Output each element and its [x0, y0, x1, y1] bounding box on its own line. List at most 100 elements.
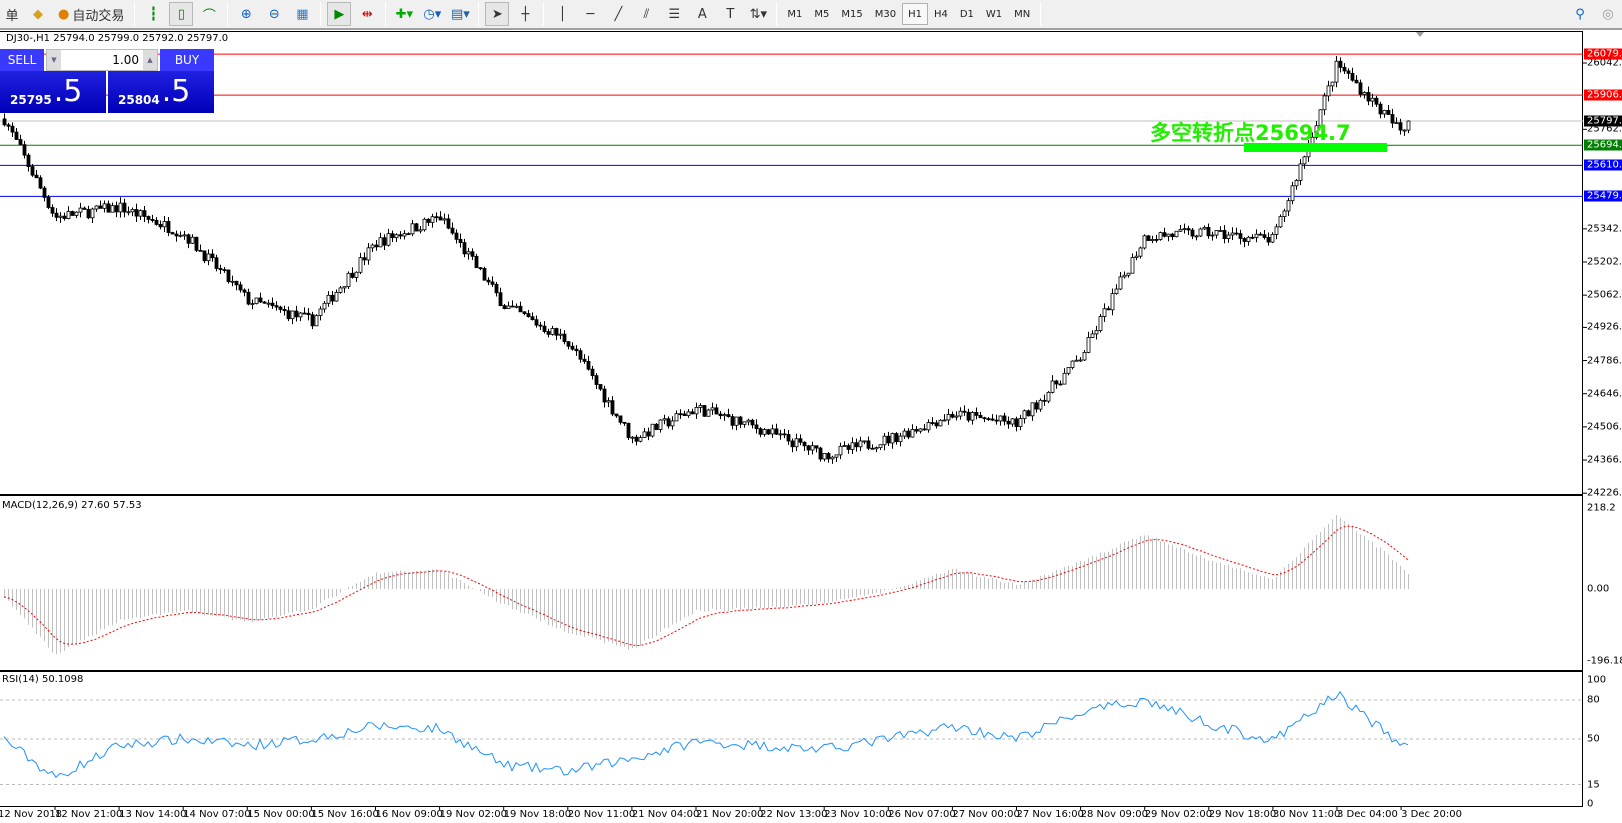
bull-candle: [338, 287, 343, 293]
timeframe-m5[interactable]: M5: [814, 8, 830, 20]
bull-candle: [422, 218, 427, 231]
rsi-axis-label: 100: [1587, 674, 1607, 686]
timeframe-d1[interactable]: D1: [959, 8, 974, 20]
bull-candle: [1330, 81, 1335, 87]
bear-candle: [990, 418, 995, 421]
bear-candle: [14, 131, 19, 140]
bull-candle: [298, 312, 303, 318]
bull-candle: [1290, 185, 1295, 202]
bear-candle: [730, 416, 735, 426]
bear-candle: [374, 244, 379, 248]
cursor-icon[interactable]: ➤: [485, 2, 510, 26]
bear-candle: [198, 249, 203, 252]
bear-candle: [1386, 109, 1391, 115]
text-label-icon[interactable]: T: [726, 6, 735, 22]
bear-candle: [626, 422, 631, 438]
arrows-icon[interactable]: ⇅▾: [749, 6, 768, 22]
bear-candle: [798, 438, 803, 443]
crosshair-icon[interactable]: ┼: [521, 6, 530, 22]
search-icon[interactable]: ⚲: [1575, 6, 1585, 22]
lot-size-stepper[interactable]: ▼ 1.00 ▲: [46, 49, 158, 71]
vertical-line-icon[interactable]: │: [558, 6, 567, 22]
fibo-channel-icon[interactable]: ⫽: [643, 6, 650, 22]
bull-candle: [1118, 276, 1123, 290]
decrease-lot-icon[interactable]: ▼: [47, 50, 61, 70]
gold-bars-icon[interactable]: ◆: [33, 6, 43, 22]
bull-candle: [410, 223, 415, 235]
bear-candle: [262, 301, 267, 304]
bull-candle: [658, 419, 663, 430]
bear-candle: [414, 223, 419, 232]
bull-candle: [118, 202, 123, 213]
timeframe-m1[interactable]: M1: [787, 8, 803, 20]
bar-chart-icon[interactable]: ┇: [149, 6, 158, 22]
bear-candle: [82, 207, 87, 210]
sell-button[interactable]: SELL: [0, 49, 44, 71]
time-axis-label: 22 Nov 13:00: [760, 809, 828, 820]
time-axis-label: 16 Nov 09:00: [375, 809, 443, 820]
bear-candle: [718, 413, 723, 417]
bull-candle: [182, 234, 187, 237]
bear-candle: [350, 272, 355, 278]
tile-windows-icon[interactable]: ▦: [296, 6, 309, 22]
time-axis-label: 15 Nov 16:00: [311, 809, 379, 820]
bear-candle: [42, 187, 47, 198]
zoom-in-icon[interactable]: ⊕: [240, 6, 252, 22]
buy-price-button[interactable]: 25804.5: [108, 71, 214, 113]
increase-lot-icon[interactable]: ▲: [143, 50, 157, 70]
timeframe-h1[interactable]: H1: [902, 3, 928, 25]
timeframe-m15[interactable]: M15: [841, 8, 863, 20]
templates-icon[interactable]: ▤▾: [450, 6, 470, 22]
bull-candle: [550, 328, 555, 335]
periods-clock-icon[interactable]: ◷▾: [423, 6, 442, 22]
lot-size-input[interactable]: 1.00: [112, 53, 139, 67]
bear-candle: [930, 422, 935, 424]
timeframe-h4[interactable]: H4: [933, 8, 948, 20]
time-axis-label: 26 Nov 07:00: [888, 809, 956, 820]
community-icon[interactable]: ◎: [1602, 6, 1614, 22]
timeframe-mn[interactable]: MN: [1014, 8, 1031, 20]
indicators-icon[interactable]: ✚▾: [395, 6, 414, 22]
bull-candle: [314, 315, 319, 327]
bear-candle: [598, 384, 603, 390]
auto-trading-icon: ●: [58, 6, 70, 22]
auto-trading-button[interactable]: ● 自动交易: [54, 2, 128, 26]
line-chart-icon[interactable]: ⌒: [202, 8, 216, 24]
bull-candle: [1210, 234, 1215, 237]
trendline-icon[interactable]: ╱: [614, 6, 623, 22]
bear-candle: [758, 428, 763, 435]
bull-candle: [862, 440, 867, 443]
bear-candle: [98, 205, 103, 209]
bull-candle: [1334, 60, 1339, 83]
horizontal-line-icon[interactable]: ─: [586, 6, 595, 22]
auto-scroll-icon[interactable]: ▶: [327, 2, 352, 26]
timeframe-w1[interactable]: W1: [985, 8, 1003, 20]
bull-candle: [90, 208, 95, 219]
new-order-button[interactable]: 单: [5, 8, 19, 24]
timeframe-m30[interactable]: M30: [874, 8, 897, 20]
bull-candle: [1318, 109, 1323, 127]
text-icon[interactable]: A: [697, 6, 707, 22]
bull-candle: [1294, 180, 1299, 187]
chart-window[interactable]: [0, 31, 1583, 807]
sell-price: 25795: [10, 93, 52, 107]
bull-candle: [1202, 226, 1207, 230]
bear-candle: [1374, 97, 1379, 105]
buy-button[interactable]: BUY: [160, 49, 214, 71]
bull-candle: [1286, 200, 1291, 212]
bull-candle: [1022, 410, 1027, 420]
price-level-label: 25906.2: [1584, 89, 1622, 101]
chart-shift-icon[interactable]: ⇹: [361, 6, 373, 22]
zoom-out-icon[interactable]: ⊖: [268, 6, 280, 22]
bull-candle: [650, 423, 655, 437]
candlestick-icon[interactable]: ▯: [169, 2, 194, 26]
fibo-retracement-icon[interactable]: ☰: [668, 6, 681, 22]
bear-candle: [962, 410, 967, 413]
bear-candle: [906, 430, 911, 438]
bull-candle: [290, 310, 295, 320]
bear-candle: [1242, 238, 1247, 242]
bull-candle: [938, 419, 943, 427]
time-axis-label: 21 Nov 20:00: [696, 809, 764, 820]
sell-price-button[interactable]: 25795.5: [0, 71, 106, 113]
